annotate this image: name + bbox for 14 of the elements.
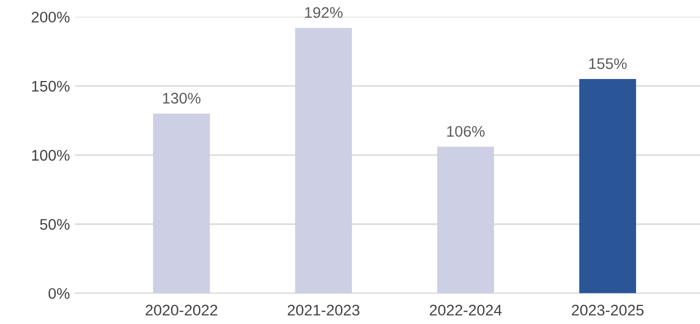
y-tick-label: 150%	[32, 80, 70, 92]
x-tick-label: 2023-2025	[572, 304, 644, 316]
x-tick-label: 2020-2022	[146, 304, 218, 316]
data-label: 192%	[305, 7, 343, 18]
x-tick-label: 2022-2024	[430, 304, 502, 316]
y-tick-label: 0%	[48, 288, 70, 299]
bar	[579, 79, 636, 294]
data-label: 155%	[589, 58, 627, 70]
x-tick-label: 2021-2023	[288, 304, 360, 316]
y-tick-label: 100%	[32, 150, 70, 161]
data-label: 106%	[447, 126, 485, 137]
data-label: 130%	[163, 92, 200, 104]
y-tick-label: 200%	[32, 12, 70, 23]
y-tick-label: 50%	[40, 218, 70, 230]
